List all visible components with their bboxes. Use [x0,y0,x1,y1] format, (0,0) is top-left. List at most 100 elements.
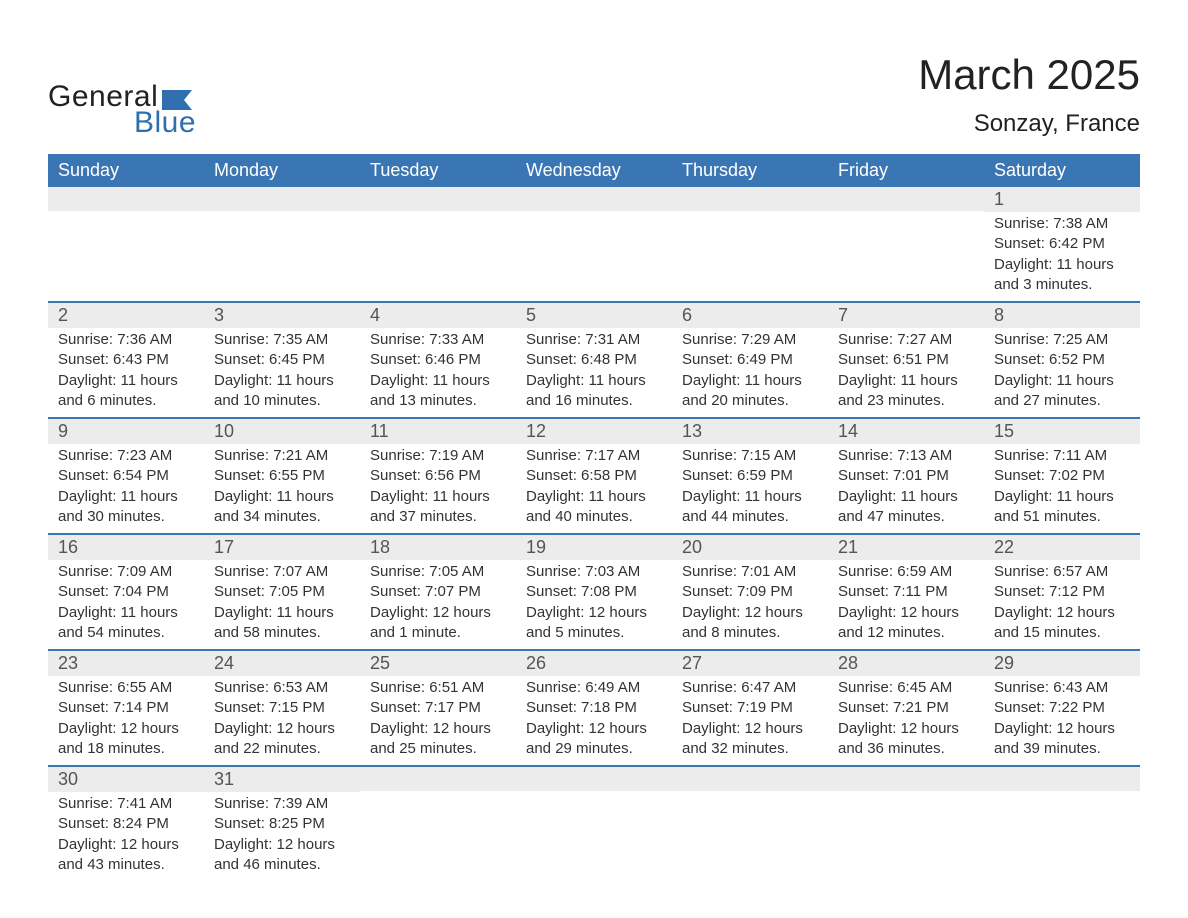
daylight-text: Daylight: 11 hours and 34 minutes. [214,487,350,528]
sunset-text: Sunset: 6:56 PM [370,466,506,486]
calendar: SundayMondayTuesdayWednesdayThursdayFrid… [48,154,1140,881]
week-row: 1Sunrise: 7:38 AMSunset: 6:42 PMDaylight… [48,187,1140,301]
day-number [516,187,672,211]
sunrise-text: Sunrise: 6:43 AM [994,678,1130,698]
sunset-text: Sunset: 6:48 PM [526,350,662,370]
sunrise-text: Sunrise: 7:39 AM [214,794,350,814]
day-cell [360,767,516,881]
header-row: General Blue March 2025 Sonzay, France [48,52,1140,140]
sunset-text: Sunset: 6:51 PM [838,350,974,370]
daylight-text: Daylight: 12 hours and 43 minutes. [58,835,194,876]
day-body: Sunrise: 7:21 AMSunset: 6:55 PMDaylight:… [204,444,360,533]
day-body: Sunrise: 7:38 AMSunset: 6:42 PMDaylight:… [984,212,1140,301]
day-cell: 11Sunrise: 7:19 AMSunset: 6:56 PMDayligh… [360,419,516,533]
weekday-header: Wednesday [516,154,672,187]
title-block: March 2025 Sonzay, France [918,52,1140,138]
day-cell: 20Sunrise: 7:01 AMSunset: 7:09 PMDayligh… [672,535,828,649]
day-body: Sunrise: 6:51 AMSunset: 7:17 PMDaylight:… [360,676,516,765]
sunset-text: Sunset: 7:07 PM [370,582,506,602]
day-number [204,187,360,211]
daylight-text: Daylight: 11 hours and 10 minutes. [214,371,350,412]
brand-logo: General Blue [48,80,196,140]
day-number [672,187,828,211]
day-number: 6 [672,303,828,328]
daylight-text: Daylight: 11 hours and 37 minutes. [370,487,506,528]
day-cell: 21Sunrise: 6:59 AMSunset: 7:11 PMDayligh… [828,535,984,649]
day-cell: 18Sunrise: 7:05 AMSunset: 7:07 PMDayligh… [360,535,516,649]
sunset-text: Sunset: 6:49 PM [682,350,818,370]
daylight-text: Daylight: 11 hours and 51 minutes. [994,487,1130,528]
day-cell: 31Sunrise: 7:39 AMSunset: 8:25 PMDayligh… [204,767,360,881]
day-body: Sunrise: 7:25 AMSunset: 6:52 PMDaylight:… [984,328,1140,417]
daylight-text: Daylight: 12 hours and 36 minutes. [838,719,974,760]
sunset-text: Sunset: 7:18 PM [526,698,662,718]
day-body: Sunrise: 7:29 AMSunset: 6:49 PMDaylight:… [672,328,828,417]
sunset-text: Sunset: 6:46 PM [370,350,506,370]
sunset-text: Sunset: 6:45 PM [214,350,350,370]
day-body: Sunrise: 6:49 AMSunset: 7:18 PMDaylight:… [516,676,672,765]
day-body [516,211,672,219]
sunrise-text: Sunrise: 6:45 AM [838,678,974,698]
daylight-text: Daylight: 12 hours and 22 minutes. [214,719,350,760]
day-body [516,791,672,799]
daylight-text: Daylight: 11 hours and 6 minutes. [58,371,194,412]
sunrise-text: Sunrise: 7:03 AM [526,562,662,582]
day-body: Sunrise: 7:15 AMSunset: 6:59 PMDaylight:… [672,444,828,533]
day-cell: 30Sunrise: 7:41 AMSunset: 8:24 PMDayligh… [48,767,204,881]
day-number: 30 [48,767,204,792]
sunrise-text: Sunrise: 6:49 AM [526,678,662,698]
day-cell [204,187,360,301]
daylight-text: Daylight: 12 hours and 12 minutes. [838,603,974,644]
day-body [672,211,828,219]
sunrise-text: Sunrise: 6:55 AM [58,678,194,698]
day-cell: 26Sunrise: 6:49 AMSunset: 7:18 PMDayligh… [516,651,672,765]
day-body: Sunrise: 6:59 AMSunset: 7:11 PMDaylight:… [828,560,984,649]
daylight-text: Daylight: 12 hours and 39 minutes. [994,719,1130,760]
day-cell: 12Sunrise: 7:17 AMSunset: 6:58 PMDayligh… [516,419,672,533]
day-body: Sunrise: 6:55 AMSunset: 7:14 PMDaylight:… [48,676,204,765]
daylight-text: Daylight: 12 hours and 32 minutes. [682,719,818,760]
sunset-text: Sunset: 7:14 PM [58,698,194,718]
day-cell: 1Sunrise: 7:38 AMSunset: 6:42 PMDaylight… [984,187,1140,301]
daylight-text: Daylight: 12 hours and 18 minutes. [58,719,194,760]
day-body: Sunrise: 7:09 AMSunset: 7:04 PMDaylight:… [48,560,204,649]
sunset-text: Sunset: 7:12 PM [994,582,1130,602]
day-cell: 2Sunrise: 7:36 AMSunset: 6:43 PMDaylight… [48,303,204,417]
day-body [672,791,828,799]
day-body [360,211,516,219]
day-number: 16 [48,535,204,560]
day-number: 23 [48,651,204,676]
day-body: Sunrise: 6:47 AMSunset: 7:19 PMDaylight:… [672,676,828,765]
day-body [828,791,984,799]
sunrise-text: Sunrise: 6:47 AM [682,678,818,698]
day-body [204,211,360,219]
day-cell: 13Sunrise: 7:15 AMSunset: 6:59 PMDayligh… [672,419,828,533]
weekday-header: Monday [204,154,360,187]
day-cell [828,767,984,881]
sunset-text: Sunset: 7:09 PM [682,582,818,602]
sunrise-text: Sunrise: 7:31 AM [526,330,662,350]
day-number: 15 [984,419,1140,444]
day-cell: 15Sunrise: 7:11 AMSunset: 7:02 PMDayligh… [984,419,1140,533]
sunrise-text: Sunrise: 7:38 AM [994,214,1130,234]
sunrise-text: Sunrise: 6:57 AM [994,562,1130,582]
day-number: 13 [672,419,828,444]
day-number [984,767,1140,791]
day-number: 29 [984,651,1140,676]
sunset-text: Sunset: 7:11 PM [838,582,974,602]
day-cell: 22Sunrise: 6:57 AMSunset: 7:12 PMDayligh… [984,535,1140,649]
day-body: Sunrise: 7:07 AMSunset: 7:05 PMDaylight:… [204,560,360,649]
sunrise-text: Sunrise: 7:15 AM [682,446,818,466]
sunset-text: Sunset: 7:17 PM [370,698,506,718]
sunrise-text: Sunrise: 7:25 AM [994,330,1130,350]
daylight-text: Daylight: 12 hours and 46 minutes. [214,835,350,876]
weekday-header: Sunday [48,154,204,187]
day-cell: 9Sunrise: 7:23 AMSunset: 6:54 PMDaylight… [48,419,204,533]
day-body: Sunrise: 7:19 AMSunset: 6:56 PMDaylight:… [360,444,516,533]
daylight-text: Daylight: 11 hours and 58 minutes. [214,603,350,644]
day-number: 14 [828,419,984,444]
day-body: Sunrise: 7:27 AMSunset: 6:51 PMDaylight:… [828,328,984,417]
week-row: 30Sunrise: 7:41 AMSunset: 8:24 PMDayligh… [48,767,1140,881]
day-cell: 7Sunrise: 7:27 AMSunset: 6:51 PMDaylight… [828,303,984,417]
day-cell [360,187,516,301]
